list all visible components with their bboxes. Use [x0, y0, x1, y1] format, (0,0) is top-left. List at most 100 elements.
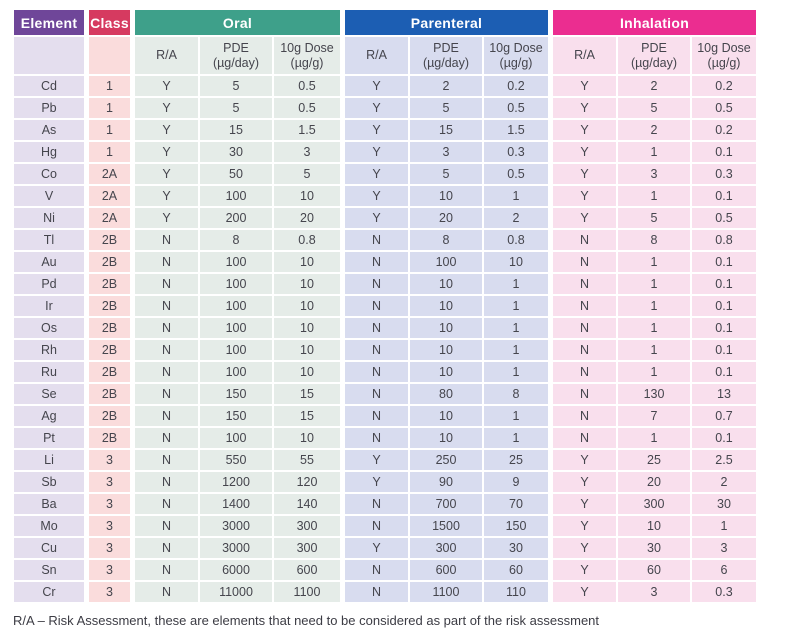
cell-parenteral-dose: 1 [484, 362, 548, 382]
subheader-class-spacer [86, 37, 130, 74]
cell-inhalation-dose: 3 [692, 538, 756, 558]
cell-oral-dose: 5 [274, 164, 340, 184]
cell-parenteral-pde: 3 [410, 142, 482, 162]
cell-inhalation-ra: Y [550, 450, 616, 470]
cell-oral-pde: 11000 [200, 582, 272, 602]
cell-parenteral-pde: 15 [410, 120, 482, 140]
cell-inhalation-dose: 0.5 [692, 208, 756, 228]
table-header: Element Class Oral Parenteral Inhalation… [14, 10, 756, 74]
cell-parenteral-dose: 1 [484, 428, 548, 448]
cell-inhalation-dose: 30 [692, 494, 756, 514]
cell-inhalation-ra: N [550, 362, 616, 382]
cell-oral-ra: Y [132, 120, 198, 140]
cell-element: Tl [14, 230, 84, 250]
cell-parenteral-dose: 1 [484, 340, 548, 360]
cell-oral-pde: 30 [200, 142, 272, 162]
cell-inhalation-ra: Y [550, 76, 616, 96]
cell-inhalation-pde: 130 [618, 384, 690, 404]
cell-parenteral-pde: 5 [410, 98, 482, 118]
cell-inhalation-ra: N [550, 406, 616, 426]
cell-parenteral-ra: Y [342, 538, 408, 558]
subheader-parenteral-ra: R/A [342, 37, 408, 74]
cell-inhalation-dose: 0.3 [692, 164, 756, 184]
cell-oral-pde: 150 [200, 384, 272, 404]
cell-parenteral-dose: 0.8 [484, 230, 548, 250]
cell-class: 2B [86, 318, 130, 338]
cell-inhalation-pde: 1 [618, 362, 690, 382]
group-header-inhalation: Inhalation [550, 10, 756, 35]
cell-inhalation-dose: 0.7 [692, 406, 756, 426]
cell-class: 3 [86, 538, 130, 558]
cell-parenteral-dose: 110 [484, 582, 548, 602]
subheader-parenteral-pde: PDE (µg/day) [410, 37, 482, 74]
cell-oral-pde: 100 [200, 186, 272, 206]
table-body: Cd 1 Y 5 0.5 Y 2 0.2 Y 2 0.2 Pb 1 Y 5 0.5 Y 5 0.5 Y 5 0.5 As 1 Y… [14, 76, 756, 602]
table-row: Ir 2B N 100 10 N 10 1 N 1 0.1 [14, 296, 756, 316]
cell-element: Ru [14, 362, 84, 382]
table-row: Pd 2B N 100 10 N 10 1 N 1 0.1 [14, 274, 756, 294]
cell-oral-ra: N [132, 230, 198, 250]
cell-class: 3 [86, 494, 130, 514]
cell-element: Sb [14, 472, 84, 492]
table-row: V 2A Y 100 10 Y 10 1 Y 1 0.1 [14, 186, 756, 206]
cell-element: Ba [14, 494, 84, 514]
cell-oral-ra: N [132, 406, 198, 426]
cell-oral-dose: 10 [274, 274, 340, 294]
cell-element: Mo [14, 516, 84, 536]
cell-oral-dose: 10 [274, 340, 340, 360]
cell-oral-ra: N [132, 384, 198, 404]
cell-inhalation-dose: 0.8 [692, 230, 756, 250]
cell-parenteral-pde: 300 [410, 538, 482, 558]
cell-class: 2B [86, 362, 130, 382]
cell-oral-pde: 8 [200, 230, 272, 250]
cell-element: Pd [14, 274, 84, 294]
cell-parenteral-dose: 0.2 [484, 76, 548, 96]
cell-element: Cu [14, 538, 84, 558]
cell-inhalation-pde: 2 [618, 120, 690, 140]
cell-inhalation-dose: 0.1 [692, 296, 756, 316]
cell-parenteral-ra: Y [342, 164, 408, 184]
cell-parenteral-ra: N [342, 230, 408, 250]
cell-inhalation-ra: Y [550, 208, 616, 228]
cell-class: 2B [86, 230, 130, 250]
cell-oral-pde: 100 [200, 318, 272, 338]
cell-parenteral-dose: 30 [484, 538, 548, 558]
cell-oral-pde: 50 [200, 164, 272, 184]
table-row: Tl 2B N 8 0.8 N 8 0.8 N 8 0.8 [14, 230, 756, 250]
cell-oral-dose: 0.5 [274, 98, 340, 118]
cell-oral-pde: 100 [200, 428, 272, 448]
cell-class: 2B [86, 384, 130, 404]
cell-oral-ra: N [132, 274, 198, 294]
cell-element: Pt [14, 428, 84, 448]
table-row: Cr 3 N 11000 1100 N 1100 110 Y 3 0.3 [14, 582, 756, 602]
cell-class: 3 [86, 450, 130, 470]
group-header-row: Element Class Oral Parenteral Inhalation [14, 10, 756, 35]
cell-parenteral-ra: N [342, 428, 408, 448]
table-row: Co 2A Y 50 5 Y 5 0.5 Y 3 0.3 [14, 164, 756, 184]
cell-oral-ra: N [132, 450, 198, 470]
cell-inhalation-pde: 10 [618, 516, 690, 536]
cell-inhalation-ra: Y [550, 186, 616, 206]
table-row: Ba 3 N 1400 140 N 700 70 Y 300 30 [14, 494, 756, 514]
table-row: Sb 3 N 1200 120 Y 90 9 Y 20 2 [14, 472, 756, 492]
cell-oral-dose: 20 [274, 208, 340, 228]
cell-oral-ra: N [132, 428, 198, 448]
cell-element: Li [14, 450, 84, 470]
cell-parenteral-pde: 10 [410, 340, 482, 360]
cell-parenteral-pde: 80 [410, 384, 482, 404]
cell-class: 3 [86, 582, 130, 602]
cell-parenteral-ra: Y [342, 142, 408, 162]
table-row: Rh 2B N 100 10 N 10 1 N 1 0.1 [14, 340, 756, 360]
cell-oral-pde: 6000 [200, 560, 272, 580]
cell-class: 2B [86, 340, 130, 360]
cell-inhalation-pde: 1 [618, 142, 690, 162]
cell-parenteral-ra: N [342, 274, 408, 294]
cell-class: 3 [86, 560, 130, 580]
cell-inhalation-ra: Y [550, 120, 616, 140]
cell-inhalation-pde: 5 [618, 98, 690, 118]
cell-oral-ra: N [132, 296, 198, 316]
cell-inhalation-dose: 2 [692, 472, 756, 492]
cell-parenteral-ra: N [342, 296, 408, 316]
cell-inhalation-pde: 60 [618, 560, 690, 580]
